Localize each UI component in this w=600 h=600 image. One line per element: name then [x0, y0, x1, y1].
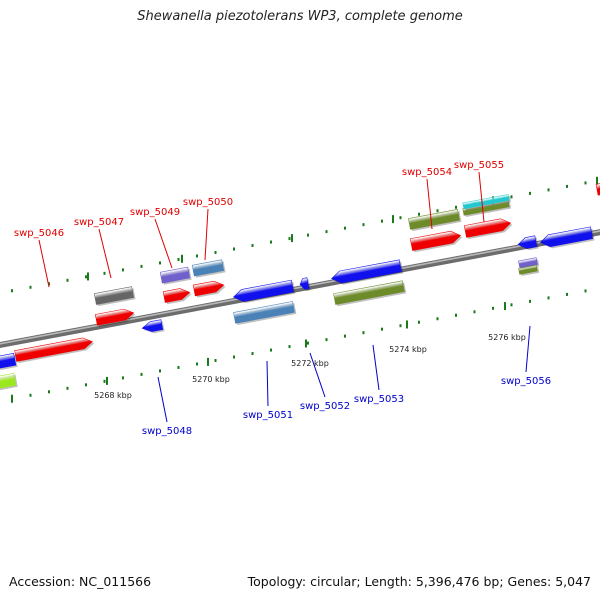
- leader-line-swp_5049: [154, 218, 173, 269]
- gene-body: [595, 183, 600, 196]
- gene-body: [409, 230, 462, 251]
- lower-tick-row: [11, 289, 587, 401]
- leader-line-swp_5047: [98, 228, 112, 279]
- gene-swp_5053: [331, 259, 404, 285]
- gene-swp_5053-extra: [333, 280, 407, 307]
- gene-body: [232, 279, 294, 302]
- gene-body: [14, 337, 93, 362]
- gene-label-swp_5050: swp_5050: [183, 197, 233, 208]
- gene-body: [141, 319, 164, 332]
- gene-body: [233, 301, 295, 324]
- gene-swp_5054-extra: [408, 209, 462, 232]
- genome-summary-text: Topology: circular; Length: 5,396,476 bp…: [247, 574, 591, 589]
- gene-body: [192, 280, 225, 297]
- gene-swp_5055: [463, 218, 513, 240]
- gene-swp_5046: [14, 337, 95, 364]
- gene-body: [0, 352, 17, 369]
- gene-body: [93, 286, 135, 305]
- gene-label-swp_5056: swp_5056: [501, 376, 551, 387]
- gene-swp_5056-olive: [518, 264, 540, 277]
- gene-body: [462, 194, 510, 210]
- gene-body: [94, 308, 135, 326]
- gene-body: [159, 266, 191, 284]
- gene-label-swp_5047: swp_5047: [74, 217, 124, 228]
- axis-tick-label-5276: 5276 kbp: [488, 333, 526, 342]
- leader-line-swp_5051: [266, 360, 269, 407]
- gene-swp_5050-extra: [191, 259, 226, 278]
- axis-tick-label-5270: 5270 kbp: [192, 375, 230, 384]
- upper-tick-row: [11, 181, 587, 293]
- gene-swp_5057: [539, 226, 595, 249]
- leader-line-swp_5054: [426, 178, 433, 230]
- gene-body: [191, 259, 225, 277]
- leader-line-swp_5048: [157, 376, 168, 423]
- backbone-highlight: [0, 230, 600, 345]
- gene-swp_5047-extra: [93, 286, 136, 307]
- gene-body: [518, 257, 538, 269]
- leader-line-swp_5056: [525, 325, 531, 373]
- gene-swp_5056: [517, 235, 539, 251]
- gene-body: [517, 235, 538, 249]
- gene-swp_5055-cyan: [462, 194, 512, 211]
- axis-tick-label-5274: 5274 kbp: [389, 345, 427, 354]
- gene-label-swp_5048: swp_5048: [142, 426, 192, 437]
- gene-left-edge-blue: [0, 352, 18, 370]
- gene-body: [539, 226, 594, 247]
- gene-body: [299, 277, 310, 290]
- accession-text: Accession: NC_011566: [9, 574, 152, 589]
- gene-body: [463, 218, 512, 238]
- leader-line-swp_5050: [204, 208, 209, 261]
- gene-swp_5049-extra: [159, 266, 192, 285]
- genome-backbone: [0, 229, 600, 349]
- gene-label-swp_5052: swp_5052: [300, 401, 350, 412]
- gene-swp_5052: [299, 277, 311, 292]
- gene-swp_5049: [162, 288, 192, 305]
- gene-swp_5048: [141, 319, 165, 334]
- gene-label-swp_5054: swp_5054: [402, 167, 452, 178]
- gene-label-swp_5053: swp_5053: [354, 394, 404, 405]
- gene-right-edge-red: [595, 183, 600, 197]
- gene-label-swp_5055: swp_5055: [454, 160, 504, 171]
- gene-body: [0, 372, 17, 391]
- map-title: Shewanella piezotolerans WP3, complete g…: [137, 9, 463, 24]
- gene-label-swp_5046: swp_5046: [14, 228, 64, 239]
- gene-body: [518, 264, 538, 275]
- gene-body: [162, 288, 191, 303]
- leader-line-swp_5055: [478, 171, 485, 223]
- leader-line-swp_5046: [38, 239, 50, 288]
- gene-swp_5047: [94, 308, 136, 327]
- axis-tick-label-5272: 5272 kbp: [291, 359, 329, 368]
- gene-body: [333, 280, 405, 305]
- gene-swp_5051: [232, 279, 296, 304]
- leader-line-swp_5052: [309, 352, 326, 398]
- gene-body: [408, 209, 460, 230]
- gene-swp_5054: [409, 230, 463, 253]
- gene-swp_5051-extra: [233, 301, 297, 326]
- axis-tick-label-5268: 5268 kbp: [94, 391, 132, 400]
- gene-left-edge-lime: [0, 372, 18, 392]
- gene-body: [331, 259, 402, 284]
- leader-line-swp_5053: [372, 344, 380, 391]
- gene-label-swp_5049: swp_5049: [130, 207, 180, 218]
- gene-swp_5050: [192, 280, 226, 298]
- gene-label-swp_5051: swp_5051: [243, 410, 293, 421]
